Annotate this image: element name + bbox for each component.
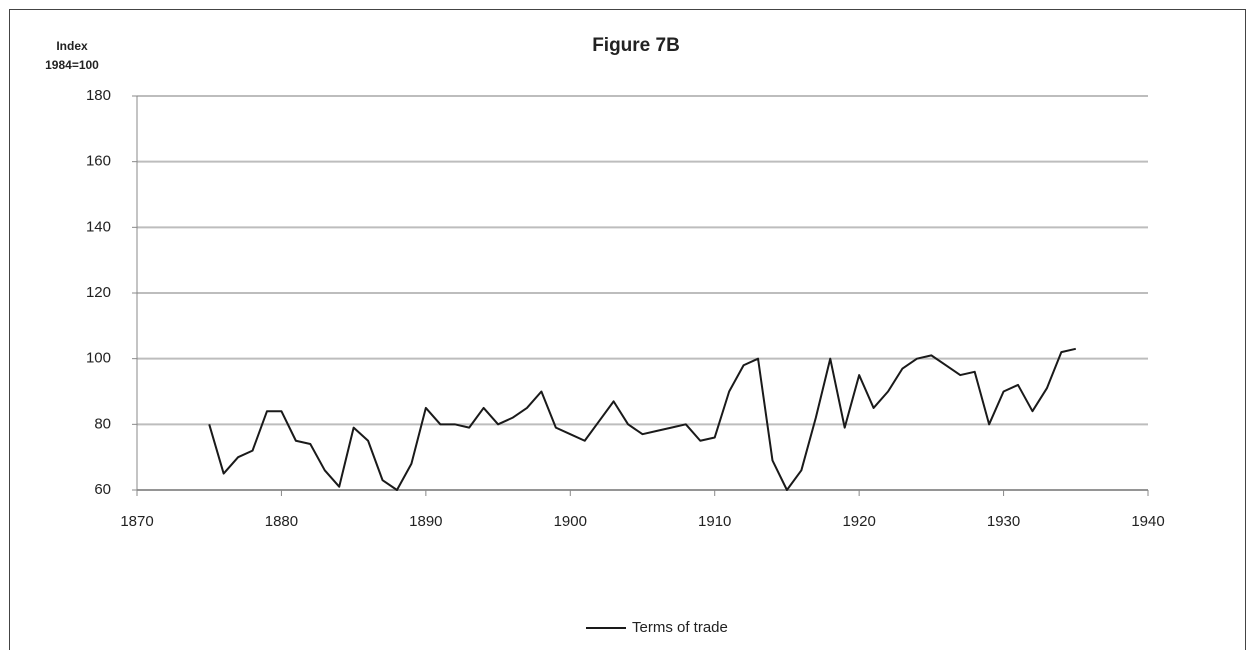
y-tick-label: 160: [86, 153, 111, 170]
y-axis-label: Index: [56, 39, 88, 53]
y-tick-label: 100: [86, 350, 111, 367]
y-axis-label: 1984=100: [45, 58, 99, 72]
y-tick-label: 60: [94, 481, 111, 498]
x-tick-label: 1890: [409, 513, 442, 530]
x-tick-label: 1910: [698, 513, 731, 530]
x-tick-label: 1930: [987, 513, 1020, 530]
y-tick-label: 140: [86, 218, 111, 235]
x-tick-label: 1940: [1131, 513, 1164, 530]
x-tick-label: 1880: [265, 513, 298, 530]
chart-title: Figure 7B: [592, 35, 680, 56]
y-tick-label: 120: [86, 284, 111, 301]
y-tick-label: 180: [86, 87, 111, 104]
chart-frame: [9, 9, 1246, 650]
legend-label: Terms of trade: [632, 619, 728, 636]
x-tick-label: 1900: [554, 513, 587, 530]
x-tick-label: 1920: [842, 513, 875, 530]
data-line: [208, 347, 1077, 491]
y-tick-label: 80: [94, 415, 111, 432]
x-tick-label: 1870: [120, 513, 153, 530]
